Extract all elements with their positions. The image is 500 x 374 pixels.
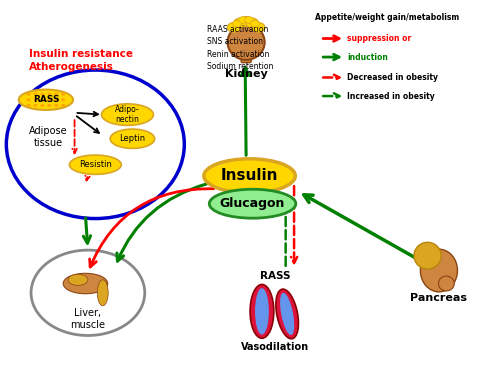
Circle shape [238, 16, 248, 23]
Text: Liver,
muscle: Liver, muscle [70, 308, 106, 329]
Ellipse shape [438, 276, 454, 291]
Text: Glucagon: Glucagon [220, 197, 285, 210]
Text: Adipo-
nectin: Adipo- nectin [115, 105, 140, 124]
Text: Insulin resistance
Atherogenesis: Insulin resistance Atherogenesis [28, 49, 132, 73]
Circle shape [26, 93, 30, 96]
Circle shape [31, 250, 145, 335]
Text: Insulin: Insulin [221, 168, 278, 183]
Text: Vasodilation: Vasodilation [240, 342, 309, 352]
Text: suppression or: suppression or [348, 34, 412, 43]
Circle shape [34, 104, 38, 107]
Circle shape [34, 93, 38, 96]
Circle shape [34, 98, 38, 101]
Ellipse shape [18, 89, 73, 110]
Ellipse shape [110, 129, 154, 148]
Ellipse shape [210, 189, 296, 218]
Text: Adipose
tissue: Adipose tissue [29, 126, 68, 148]
Ellipse shape [102, 104, 154, 125]
Ellipse shape [276, 289, 298, 339]
Ellipse shape [414, 242, 441, 269]
Circle shape [48, 104, 52, 107]
Text: Increased in obesity: Increased in obesity [348, 92, 435, 101]
Circle shape [48, 98, 52, 101]
Circle shape [240, 16, 252, 26]
Ellipse shape [228, 25, 264, 60]
FancyBboxPatch shape [241, 46, 251, 62]
Text: RASS: RASS [32, 95, 59, 104]
Circle shape [48, 93, 52, 96]
Ellipse shape [63, 273, 108, 294]
Text: Kidney: Kidney [224, 69, 268, 79]
Circle shape [252, 22, 265, 32]
Circle shape [40, 98, 44, 101]
Circle shape [233, 20, 241, 27]
Text: RAAS activation
SNS activation
Renin activation
Sodium retention: RAAS activation SNS activation Renin act… [206, 25, 273, 71]
Circle shape [246, 18, 258, 28]
Circle shape [54, 98, 58, 101]
Circle shape [26, 98, 30, 101]
Ellipse shape [420, 249, 458, 292]
Circle shape [61, 93, 65, 96]
Text: RASS: RASS [260, 271, 290, 281]
Ellipse shape [98, 280, 108, 306]
Circle shape [244, 16, 254, 23]
Ellipse shape [68, 274, 88, 285]
Circle shape [26, 104, 30, 107]
Text: Appetite/weight gain/metabolism: Appetite/weight gain/metabolism [316, 12, 460, 22]
Ellipse shape [70, 155, 122, 174]
Text: Leptin: Leptin [120, 134, 146, 143]
Text: induction: induction [348, 53, 389, 62]
Ellipse shape [204, 159, 296, 193]
Ellipse shape [280, 293, 294, 335]
Circle shape [40, 104, 44, 107]
Circle shape [54, 93, 58, 96]
Circle shape [61, 98, 65, 101]
Ellipse shape [250, 285, 274, 338]
Text: Resistin: Resistin [79, 160, 112, 169]
Circle shape [54, 104, 58, 107]
Circle shape [61, 104, 65, 107]
Circle shape [40, 93, 44, 96]
Text: Decreased in obesity: Decreased in obesity [348, 73, 438, 82]
Ellipse shape [255, 288, 269, 335]
Circle shape [228, 22, 240, 32]
Circle shape [250, 20, 260, 27]
Text: Pancreas: Pancreas [410, 293, 468, 303]
Circle shape [234, 18, 246, 28]
